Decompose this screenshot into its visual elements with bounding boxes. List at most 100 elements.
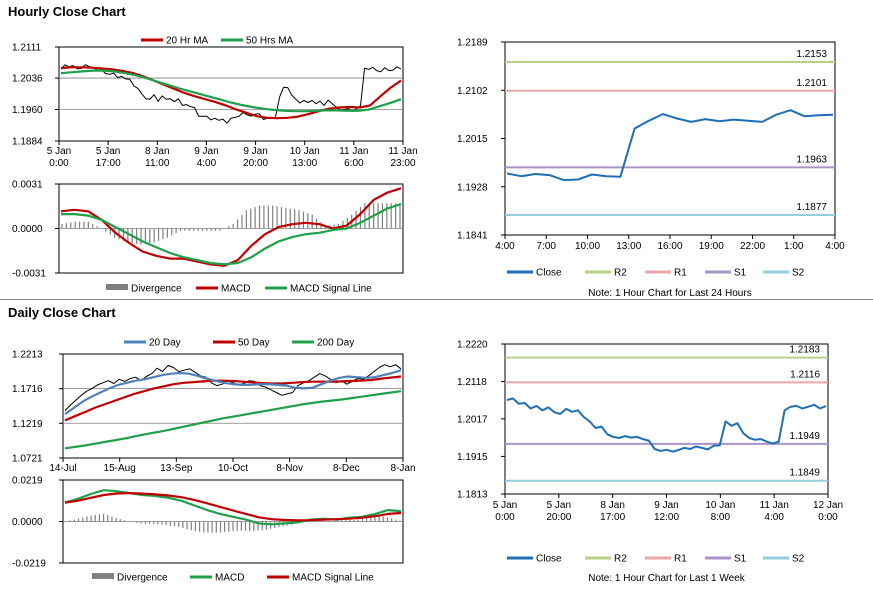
hourly-price-x-tick-label: 0:00 [49, 158, 69, 169]
daily-price-y-tick-label: 1.2213 [12, 350, 43, 361]
hourly-pivots-x-tick-label: 13:00 [616, 241, 641, 252]
daily-pivots-y-tick-label: 1.1813 [457, 490, 488, 501]
daily-price-x-tick-label: 10-Oct [218, 463, 248, 474]
hourly-pivots-plot-frame [504, 41, 836, 236]
daily-pivots-x-tick-label: 20:00 [546, 512, 571, 523]
daily-pivots-x-tick-label: 5 Jan [493, 500, 517, 511]
daily-pivots-s2-level-label: 1.1849 [789, 468, 820, 479]
hourly-pivots-x-tick-label: 19:00 [699, 241, 724, 252]
daily-price-y-tick-label: 1.1219 [12, 419, 43, 430]
hourly-price-y-tick-label: 1.2036 [12, 74, 43, 85]
hourly-price-x-tick-label: 17:00 [96, 158, 121, 169]
hourly-price-x-tick-label: 11 Jan [339, 146, 368, 157]
hourly-macd-y-tick-label: 0.0031 [12, 180, 43, 191]
daily-pivots-y-tick-label: 1.2017 [457, 414, 488, 425]
section-divider [0, 299, 873, 300]
daily-pivots-legend-s2-label: S2 [792, 554, 805, 565]
legend-daily-macd-label: MACD [215, 573, 244, 584]
daily-pivots-x-tick-label: 4:00 [764, 512, 784, 523]
legend-hourly-divergence-swatch [106, 284, 128, 290]
daily-pivots-note: Note: 1 Hour Chart for Last 1 Week [588, 573, 746, 584]
daily-pivots-s1-level-label: 1.1949 [789, 431, 820, 442]
hourly-price-x-tick-label: 9 Jan [194, 146, 218, 157]
hourly-pivots-legend-s1-label: S1 [734, 268, 747, 279]
hourly-pivots-x-tick-label: 16:00 [657, 241, 682, 252]
legend-daily-macd-signal-label: MACD Signal Line [292, 573, 374, 584]
daily-pivots-r1-level-label: 1.2116 [790, 369, 820, 380]
hourly-price-x-tick-label: 20:00 [243, 158, 268, 169]
hourly-pivots-x-tick-label: 1:00 [784, 241, 804, 252]
hourly-price-x-tick-label: 23:00 [390, 158, 415, 169]
hourly-pivots-legend-r1-label: R1 [674, 268, 687, 279]
daily-price-x-tick-label: 14-Jul [49, 463, 76, 474]
hourly-price-x-tick-label: 11:00 [145, 158, 170, 169]
hourly-pivots-x-tick-label: 4:00 [825, 241, 845, 252]
hourly-pivots-x-tick-label: 22:00 [740, 241, 765, 252]
hourly-price-x-tick-label: 13:00 [292, 158, 317, 169]
daily-pivots-x-tick-label: 0:00 [818, 512, 838, 523]
daily-macd-y-tick-label: 0.0000 [12, 517, 43, 528]
daily-pivots-x-tick-label: 17:00 [600, 512, 625, 523]
hourly-pivots-y-tick-label: 1.1841 [457, 231, 488, 242]
daily-price-x-tick-label: 8-Dec [333, 463, 360, 474]
hourly-pivots-s1-level-label: 1.1963 [796, 154, 827, 165]
daily-pivots-legend-r2-label: R2 [614, 554, 627, 565]
daily-price-x-tick-label: 8-Nov [276, 463, 303, 474]
hourly-pivots-s2-level-label: 1.1877 [796, 202, 827, 213]
hourly-price-x-tick-label: 10 Jan [290, 146, 320, 157]
daily-pivots-x-tick-label: 12:00 [654, 512, 679, 523]
legend-hourly-macd-signal-label: MACD Signal Line [290, 284, 372, 295]
hourly-price-x-tick-label: 5 Jan [96, 146, 120, 157]
daily-macd-y-tick-label: -0.0219 [12, 559, 46, 570]
hourly-pivots-close-line [506, 109, 834, 182]
daily-pivots-x-tick-label: 11 Jan [760, 500, 789, 511]
hourly-pivots-y-tick-label: 1.2189 [457, 38, 488, 49]
hourly-price-x-tick-label: 5 Jan [47, 146, 71, 157]
daily-pivots-x-tick-label: 5 Jan [547, 500, 571, 511]
hourly-pivots-legend-close-label: Close [536, 268, 562, 279]
daily-macd-y-tick-label: 0.0219 [12, 476, 43, 487]
daily-pivots-close-line [506, 397, 827, 453]
hourly-pivots-y-tick-label: 1.2102 [457, 86, 488, 97]
hourly-pivots-legend-s2-label: S2 [792, 268, 805, 279]
hourly-pivots-x-tick-label: 7:00 [537, 241, 557, 252]
hourly-close-price-line [60, 64, 402, 124]
daily-pivots-y-tick-label: 1.2118 [457, 377, 487, 388]
hourly-price-x-tick-label: 11 Jan [388, 146, 417, 157]
hourly-macd-y-tick-label: -0.0031 [12, 269, 46, 280]
legend-hourly-divergence-label: Divergence [131, 284, 182, 295]
daily-price-plot-frame [62, 353, 404, 459]
daily-pivots-plot-frame [504, 343, 829, 495]
daily-price-y-tick-label: 1.1716 [12, 384, 43, 395]
legend-20hr-ma-label: 20 Hr MA [166, 36, 209, 47]
hourly-pivots-legend-r2-label: R2 [614, 268, 627, 279]
hourly-price-plot-frame [58, 46, 404, 142]
hourly-price-y-tick-label: 1.1960 [12, 105, 43, 116]
hourly-price-x-tick-label: 6:00 [344, 158, 364, 169]
daily-200day-ma-line [64, 390, 402, 450]
daily-price-x-tick-label: 15-Aug [104, 463, 136, 474]
hourly-pivots-r2-level-label: 1.2153 [796, 49, 827, 60]
hourly-price-y-tick-label: 1.2111 [12, 43, 42, 54]
daily-price-x-tick-label: 8-Jan [390, 463, 415, 474]
hourly-macd-signal-line [61, 203, 402, 266]
daily-50day-ma-line [64, 375, 402, 422]
hourly-macd-y-tick-label: 0.0000 [12, 224, 43, 235]
daily-pivots-r2-level-label: 1.2183 [789, 345, 820, 356]
legend-hourly-macd-label: MACD [221, 284, 250, 295]
hourly-pivots-r1-level-label: 1.2101 [796, 78, 827, 89]
legend-daily-divergence-swatch [92, 573, 114, 579]
daily-pivots-legend-r1-label: R1 [674, 554, 687, 565]
daily-price-x-tick-label: 13-Sep [160, 463, 193, 474]
daily-macd-signal-line [64, 492, 402, 522]
hourly-pivots-x-tick-label: 4:00 [495, 241, 515, 252]
legend-20day-label: 20 Day [149, 338, 181, 349]
hourly-pivots-y-tick-label: 1.2015 [457, 134, 488, 145]
hourly-20hr-ma-line [60, 66, 402, 120]
daily-pivots-legend-s1-label: S1 [734, 554, 747, 565]
hourly-pivots-x-tick-label: 10:00 [575, 241, 600, 252]
daily-pivots-x-tick-label: 8 Jan [600, 500, 624, 511]
legend-50hr-ma-label: 50 Hrs MA [246, 36, 294, 47]
hourly-close-chart-title: Hourly Close Chart [8, 4, 126, 19]
